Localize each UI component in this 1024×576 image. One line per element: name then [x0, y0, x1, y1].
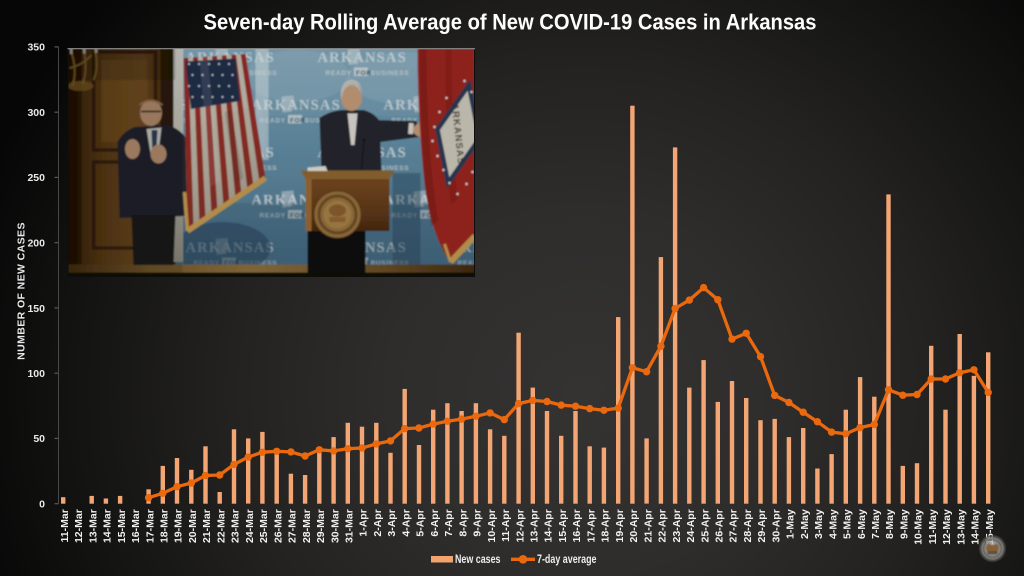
svg-text:5-May: 5-May [842, 509, 854, 539]
svg-text:20-Apr: 20-Apr [628, 509, 640, 542]
svg-text:NUMBER OF NEW CASES: NUMBER OF NEW CASES [16, 222, 28, 360]
svg-text:17-Mar: 17-Mar [144, 509, 156, 543]
svg-text:14-Apr: 14-Apr [543, 509, 555, 542]
svg-text:18-Apr: 18-Apr [600, 509, 612, 542]
svg-text:29-Apr: 29-Apr [756, 509, 768, 542]
svg-text:4-Apr: 4-Apr [400, 509, 412, 536]
svg-text:6-Apr: 6-Apr [429, 509, 441, 536]
svg-text:27-Mar: 27-Mar [287, 509, 299, 543]
svg-text:17-Apr: 17-Apr [585, 509, 597, 542]
svg-text:28-Apr: 28-Apr [742, 509, 754, 542]
svg-text:14-Mar: 14-Mar [102, 509, 114, 543]
svg-text:16-Mar: 16-Mar [130, 509, 142, 543]
svg-text:6-May: 6-May [856, 509, 868, 539]
svg-text:24-Apr: 24-Apr [685, 509, 697, 542]
svg-text:9-May: 9-May [899, 509, 911, 539]
svg-text:16-Apr: 16-Apr [571, 509, 583, 542]
svg-text:15-Apr: 15-Apr [557, 509, 569, 542]
svg-text:150: 150 [27, 303, 45, 315]
svg-text:8-Apr: 8-Apr [457, 509, 469, 536]
svg-text:250: 250 [27, 172, 45, 184]
svg-text:19-Apr: 19-Apr [614, 509, 626, 542]
svg-text:1-Apr: 1-Apr [358, 509, 370, 536]
svg-text:9-Apr: 9-Apr [472, 509, 484, 536]
svg-text:11-Mar: 11-Mar [59, 509, 71, 542]
svg-text:12-Mar: 12-Mar [73, 509, 85, 543]
svg-text:18-Mar: 18-Mar [159, 509, 171, 543]
svg-text:12-Apr: 12-Apr [514, 509, 526, 542]
svg-text:15-Mar: 15-Mar [116, 509, 128, 543]
svg-text:200: 200 [27, 238, 45, 250]
svg-text:27-Apr: 27-Apr [728, 509, 740, 542]
svg-text:26-Apr: 26-Apr [714, 509, 726, 542]
svg-text:28-Mar: 28-Mar [301, 509, 313, 543]
svg-text:10-Apr: 10-Apr [486, 509, 498, 542]
svg-text:31-Mar: 31-Mar [344, 509, 356, 543]
svg-text:4-May: 4-May [827, 509, 839, 539]
svg-text:5-Apr: 5-Apr [415, 509, 427, 536]
svg-text:7-day average: 7-day average [537, 554, 597, 566]
svg-text:22-Apr: 22-Apr [657, 509, 669, 542]
svg-text:New cases: New cases [455, 554, 501, 566]
svg-text:7-May: 7-May [870, 509, 882, 539]
svg-text:12-May: 12-May [941, 509, 953, 545]
svg-text:11-May: 11-May [927, 509, 939, 544]
svg-text:30-Apr: 30-Apr [770, 509, 782, 542]
svg-text:26-Mar: 26-Mar [272, 509, 284, 543]
svg-text:3-May: 3-May [813, 509, 825, 539]
svg-text:21-Apr: 21-Apr [642, 509, 654, 542]
svg-text:25-Apr: 25-Apr [699, 509, 711, 542]
svg-text:30-Mar: 30-Mar [329, 509, 341, 543]
svg-text:8-May: 8-May [884, 509, 896, 539]
svg-text:23-Mar: 23-Mar [230, 509, 242, 543]
svg-text:29-Mar: 29-Mar [315, 509, 327, 543]
svg-text:1-May: 1-May [785, 509, 797, 539]
svg-text:14-May: 14-May [970, 509, 982, 545]
svg-text:13-May: 13-May [955, 509, 967, 545]
svg-text:350: 350 [27, 42, 45, 54]
svg-text:0: 0 [39, 499, 45, 511]
svg-text:13-Apr: 13-Apr [529, 509, 541, 542]
svg-text:2-May: 2-May [799, 509, 811, 539]
svg-text:23-Apr: 23-Apr [671, 509, 683, 542]
svg-text:7-Apr: 7-Apr [443, 509, 455, 536]
svg-text:19-Mar: 19-Mar [173, 509, 185, 543]
svg-text:25-Mar: 25-Mar [258, 509, 270, 543]
svg-text:Seven-day Rolling Average of N: Seven-day Rolling Average of New COVID-1… [204, 10, 817, 35]
svg-text:21-Mar: 21-Mar [201, 509, 213, 543]
svg-text:20-Mar: 20-Mar [187, 509, 199, 543]
svg-text:13-Mar: 13-Mar [87, 509, 99, 543]
svg-text:3-Apr: 3-Apr [386, 509, 398, 536]
svg-text:50: 50 [33, 433, 45, 445]
svg-text:10-May: 10-May [913, 509, 925, 545]
svg-text:11-Apr: 11-Apr [500, 509, 512, 542]
svg-text:100: 100 [27, 368, 45, 380]
svg-text:2-Apr: 2-Apr [372, 509, 384, 536]
svg-text:300: 300 [27, 107, 45, 119]
svg-text:22-Mar: 22-Mar [215, 509, 227, 543]
svg-text:24-Mar: 24-Mar [244, 509, 256, 543]
